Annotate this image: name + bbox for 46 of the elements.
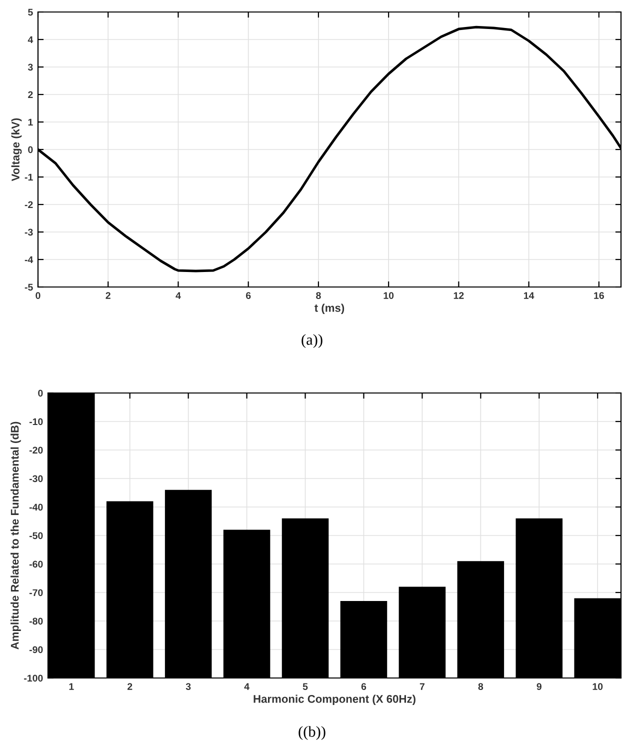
x-axis-title: t (ms) (314, 304, 344, 314)
y-tick-label: -3 (24, 228, 33, 236)
x-tick-label: 6 (246, 292, 251, 299)
y-tick-label: 2 (28, 91, 33, 98)
x-tick-label: 2 (106, 292, 110, 299)
y-tick-label: -4 (24, 256, 34, 264)
x-tick-label: 6 (361, 683, 366, 690)
x-tick-label: 10 (384, 292, 394, 299)
y-tick-label: 5 (28, 8, 33, 16)
x-tick-label: 5 (302, 683, 308, 690)
y-tick-label: -90 (29, 646, 43, 654)
y-axis-title: Amplitude Related to the Fundamental (dB) (10, 422, 21, 650)
x-tick-label: 9 (536, 683, 542, 690)
x-tick-label: 7 (420, 683, 424, 690)
x-axis-title: Harmonic Component (X 60Hz) (254, 694, 416, 706)
y-tick-label: -70 (29, 589, 43, 596)
y-tick-label: -80 (29, 618, 43, 625)
x-tick-label: 16 (594, 292, 604, 299)
x-tick-label: 3 (186, 683, 191, 690)
x-tick-label: 4 (244, 683, 250, 690)
y-tick-label: -100 (24, 674, 43, 682)
x-tick-label: 14 (524, 292, 534, 299)
y-tick-label: -50 (29, 532, 43, 540)
y-tick-label: -2 (24, 201, 33, 208)
y-tick-label: -10 (29, 418, 43, 426)
x-tick-label: 12 (454, 292, 464, 299)
x-tick-label: 8 (316, 292, 321, 299)
y-tick-label: -20 (29, 446, 43, 454)
y-tick-label: -40 (29, 504, 43, 511)
x-tick-label: 4 (176, 292, 181, 299)
y-tick-label: -60 (29, 560, 43, 568)
x-tick-label: 1 (69, 683, 74, 690)
text: ((b)) (298, 726, 326, 740)
text: (a)) (302, 334, 322, 348)
x-tick-label: 2 (127, 683, 132, 690)
y-tick-label: 1 (28, 118, 33, 126)
x-tick-label: 8 (478, 683, 484, 690)
y-tick-label: -1 (24, 174, 33, 181)
y-tick-label: 3 (28, 64, 33, 71)
y-tick-label: 0 (28, 146, 33, 154)
y-tick-label: -30 (29, 475, 43, 482)
y-tick-label: 4 (28, 36, 34, 44)
y-tick-label: -5 (24, 284, 33, 291)
x-tick-label: 10 (592, 683, 603, 690)
y-axis-title: Voltage (kV) (11, 118, 22, 182)
y-tick-label: 0 (38, 390, 43, 397)
